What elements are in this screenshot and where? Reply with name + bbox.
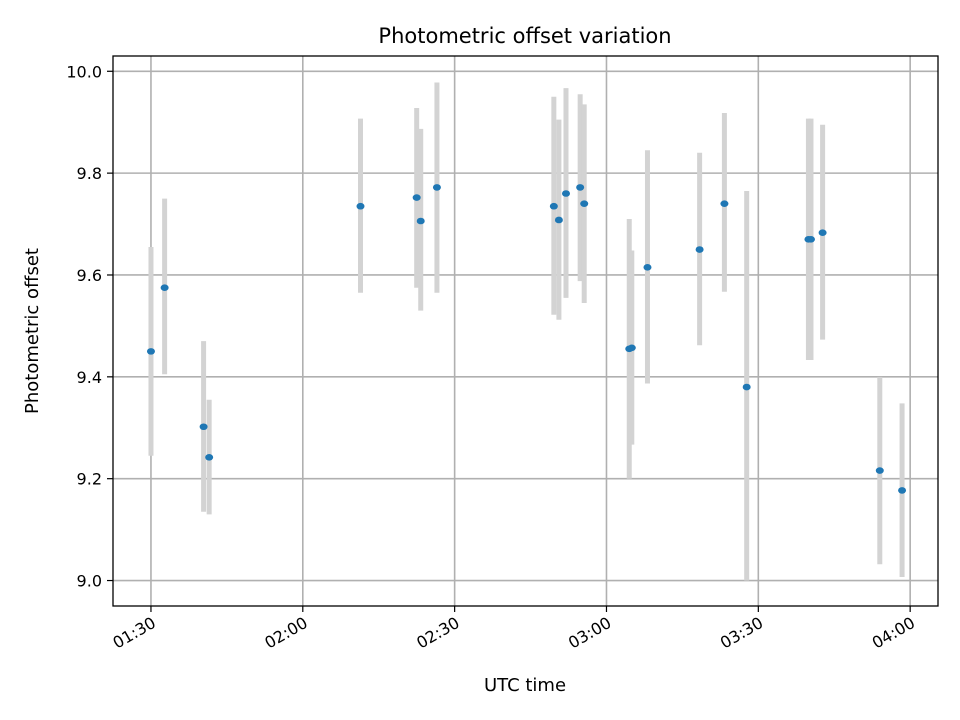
data-point bbox=[160, 284, 169, 292]
chart-title: Photometric offset variation bbox=[378, 24, 671, 48]
data-point bbox=[554, 216, 563, 224]
data-point bbox=[720, 200, 729, 207]
data-point bbox=[549, 202, 558, 210]
data-point bbox=[576, 184, 585, 191]
plot-frame bbox=[112, 55, 939, 607]
data-point bbox=[875, 467, 884, 474]
data-point bbox=[205, 453, 214, 461]
data-point bbox=[356, 202, 365, 210]
data-point bbox=[742, 383, 751, 391]
data-point bbox=[898, 487, 907, 494]
grid bbox=[113, 56, 938, 606]
y-tick-label: 9.2 bbox=[77, 470, 102, 489]
data-point bbox=[695, 246, 704, 253]
data-point bbox=[199, 423, 208, 431]
data-point bbox=[561, 190, 570, 197]
y-tick-label: 10.0 bbox=[66, 62, 102, 81]
y-tick-label: 9.8 bbox=[77, 164, 102, 183]
data-point bbox=[416, 217, 425, 225]
data-point bbox=[146, 348, 155, 355]
data-point bbox=[643, 264, 652, 271]
y-axis-label: Photometric offset bbox=[22, 248, 43, 414]
y-tick-label: 9.6 bbox=[77, 266, 102, 285]
data-point bbox=[627, 344, 636, 352]
data-point bbox=[806, 236, 815, 243]
y-axis-ticks: 9.0 9.2 9.4 9.6 9.8 10.0 bbox=[66, 62, 113, 591]
data-point bbox=[432, 184, 441, 191]
y-tick-label: 9.4 bbox=[77, 368, 102, 387]
data-point bbox=[818, 229, 827, 237]
y-tick-label: 9.0 bbox=[77, 572, 102, 591]
x-axis-label: UTC time bbox=[484, 675, 566, 696]
data-points bbox=[146, 184, 907, 494]
data-point bbox=[580, 200, 589, 207]
data-point bbox=[412, 194, 421, 201]
